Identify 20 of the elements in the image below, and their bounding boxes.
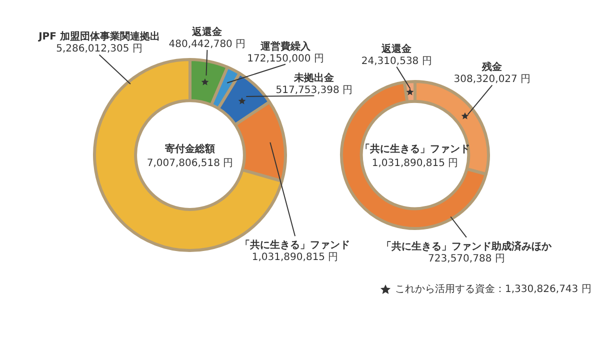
data-label: 308,320,027 円 xyxy=(454,74,531,86)
data-label: 480,442,780 円 xyxy=(168,38,246,50)
slice-label: 運営費繰入 xyxy=(260,40,312,52)
slice-label: 未拠出金 xyxy=(293,72,336,84)
slice-label: JPF 加盟団体事業関連拠出 xyxy=(38,30,160,43)
data-label: 723,570,788 円 xyxy=(428,253,505,264)
slice-label: 「共に生きる」ファンド助成済みほか xyxy=(381,240,552,252)
data-label: 1,031,890,815 円 xyxy=(252,252,338,264)
slice-label: 残金 xyxy=(481,61,504,74)
data-label: 517,753,398 円 xyxy=(276,84,353,96)
text: 7,007,806,518 円 xyxy=(146,158,234,169)
slice-label: 「共に生きる」ファンド xyxy=(240,239,350,252)
slice-label: 返還金 xyxy=(191,26,224,38)
data-label: 172,150,000 円 xyxy=(247,53,324,64)
text: これから活用する資金：1,330,826,743 円 xyxy=(395,283,592,296)
slice-label: 返還金 xyxy=(380,42,413,55)
data-label: 24,310,538 円 xyxy=(361,56,432,67)
text: 寄付金総額 xyxy=(165,143,215,155)
text: 1,031,890,815 円 xyxy=(372,158,458,169)
data-label: 5,286,012,305 円 xyxy=(56,44,142,55)
